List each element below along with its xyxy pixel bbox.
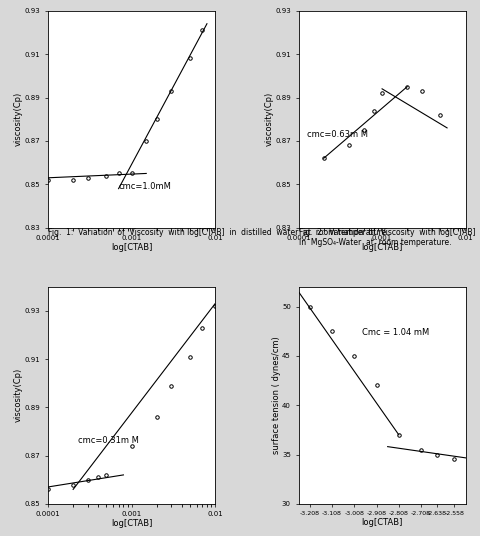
X-axis label: log[CTAB]: log[CTAB] <box>361 243 403 252</box>
Text: Fig.  1:  Variation  of  Viscosity  with log[CTAB]  in  distilled  water  at  ro: Fig. 1: Variation of Viscosity with log[… <box>48 228 389 237</box>
Text: cmc=0.31m M: cmc=0.31m M <box>78 436 139 445</box>
X-axis label: log[CTAB]: log[CTAB] <box>111 243 152 252</box>
Text: cmc=0.63m M: cmc=0.63m M <box>307 130 368 139</box>
Y-axis label: viscosity(Cp): viscosity(Cp) <box>14 92 23 146</box>
Text: Cmc = 1.04 mM: Cmc = 1.04 mM <box>362 327 429 337</box>
Y-axis label: viscosity(Cp): viscosity(Cp) <box>14 368 23 422</box>
X-axis label: log[CTAB]: log[CTAB] <box>111 519 152 528</box>
Text: Fig.  2:  Variation  of  Viscosity  with log[CTAB]  in  MgSO₄-Water  at  room te: Fig. 2: Variation of Viscosity with log[… <box>299 228 478 247</box>
X-axis label: log[CTAB]: log[CTAB] <box>361 518 403 527</box>
Y-axis label: surface tension ( dynes/cm): surface tension ( dynes/cm) <box>272 337 280 454</box>
Y-axis label: viscosity(Cp): viscosity(Cp) <box>265 92 274 146</box>
Text: cmc=1.0mM: cmc=1.0mM <box>118 182 171 191</box>
